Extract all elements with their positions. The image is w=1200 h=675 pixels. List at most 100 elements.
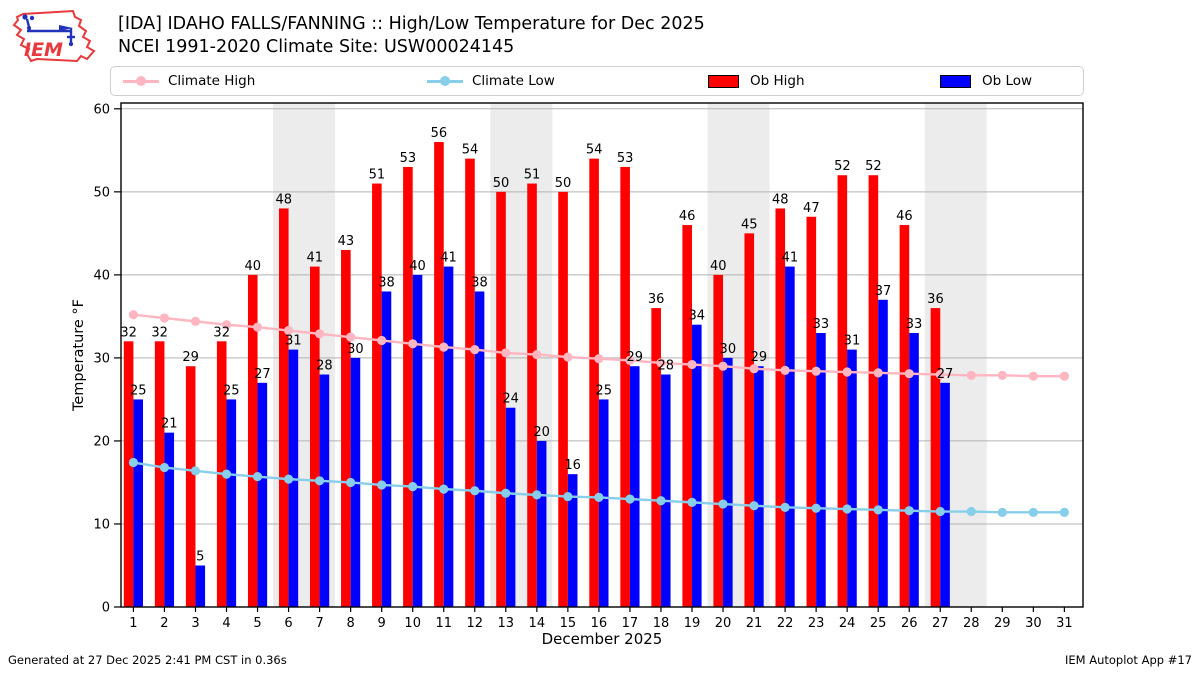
bar-ob-high <box>651 308 661 607</box>
ob-low-swatch-icon <box>937 75 973 88</box>
bar-label-ob-high: 51 <box>524 168 541 183</box>
bar-label-ob-low: 30 <box>720 342 737 357</box>
marker-climate-high <box>966 370 976 380</box>
marker-climate-high <box>1059 371 1069 381</box>
bar-label-ob-low: 16 <box>564 458 581 473</box>
bar-ob-high <box>837 175 848 607</box>
x-tick-label: 16 <box>591 616 608 631</box>
x-tick-label: 24 <box>839 616 856 631</box>
marker-climate-low <box>221 469 232 479</box>
bar-ob-high <box>434 142 444 607</box>
y-tick-label: 10 <box>93 517 110 532</box>
bar-ob-high <box>278 208 289 607</box>
x-tick-label: 19 <box>684 616 701 631</box>
x-tick-label: 6 <box>284 616 292 631</box>
bar-ob-low <box>754 366 764 607</box>
bar-label-ob-high: 54 <box>586 143 603 158</box>
x-tick-label: 22 <box>777 616 794 631</box>
bar-ob-high <box>620 166 630 608</box>
y-tick-label: 0 <box>102 601 110 616</box>
bar-ob-low <box>505 407 516 607</box>
bar-ob-low <box>164 432 175 607</box>
bar-ob-low <box>567 474 578 607</box>
bar-label-ob-low: 20 <box>533 425 550 440</box>
chart-legend: Climate High Climate Low Ob High Ob Low <box>110 66 1084 96</box>
marker-climate-high <box>439 342 449 352</box>
bar-label-ob-high: 52 <box>865 159 882 174</box>
legend-label: Climate High <box>168 73 256 89</box>
marker-climate-high <box>501 348 511 358</box>
chart-subtitle: NCEI 1991-2020 Climate Site: USW00024145 <box>118 37 515 57</box>
bar-ob-low <box>691 324 702 607</box>
marker-climate-low <box>377 480 387 490</box>
marker-climate-high <box>718 361 728 371</box>
x-tick-label: 10 <box>404 616 421 631</box>
marker-climate-high <box>997 370 1007 380</box>
marker-climate-low <box>904 506 914 516</box>
bar-ob-high <box>465 158 475 607</box>
marker-climate-high <box>842 367 852 377</box>
marker-climate-high <box>687 359 697 370</box>
generated-timestamp: Generated at 27 Dec 2025 2:41 PM CST in … <box>8 653 287 667</box>
marker-climate-high <box>780 365 790 375</box>
marker-climate-high <box>190 316 201 326</box>
bar-ob-low <box>785 266 795 607</box>
marker-climate-high <box>904 369 914 379</box>
bar-ob-high <box>403 166 413 608</box>
x-tick-label: 27 <box>932 616 949 631</box>
bar-ob-high <box>123 341 134 607</box>
bar-ob-low <box>226 399 237 607</box>
bar-label-ob-low: 31 <box>285 334 302 349</box>
x-tick-label: 8 <box>346 616 354 631</box>
bar-label-ob-low: 31 <box>844 334 861 349</box>
bar-ob-high <box>496 191 506 607</box>
bar-ob-low <box>319 374 330 607</box>
marker-climate-high <box>532 349 542 360</box>
bar-ob-low <box>257 382 268 607</box>
bar-ob-high <box>247 274 258 607</box>
bar-ob-low <box>412 274 423 607</box>
x-tick-label: 26 <box>901 616 918 631</box>
weather-station-icon <box>22 14 75 47</box>
marker-climate-high <box>873 368 883 378</box>
bar-ob-low <box>629 366 640 607</box>
bar-ob-high <box>744 233 755 608</box>
bar-label-ob-low: 41 <box>440 251 457 266</box>
bar-label-ob-high: 54 <box>462 143 479 158</box>
x-tick-label: 9 <box>378 616 386 631</box>
marker-climate-high <box>315 329 325 339</box>
bar-label-ob-high: 52 <box>834 159 851 174</box>
x-axis-label: December 2025 <box>541 630 663 648</box>
y-axis-label: Temperature °F <box>71 298 87 412</box>
bar-label-ob-low: 5 <box>196 549 204 564</box>
marker-climate-high <box>408 339 418 349</box>
bar-label-ob-high: 50 <box>493 176 510 191</box>
x-tick-label: 25 <box>870 616 887 631</box>
bar-ob-low <box>909 332 919 607</box>
marker-climate-low <box>532 490 542 500</box>
x-tick-label: 13 <box>498 616 515 631</box>
bar-ob-low <box>381 291 392 607</box>
x-tick-label: 20 <box>715 616 732 631</box>
bar-ob-high <box>154 341 165 607</box>
bar-ob-low <box>723 357 733 607</box>
marker-climate-low <box>501 488 511 498</box>
marker-climate-low <box>780 502 790 512</box>
marker-climate-high <box>159 313 170 323</box>
bar-label-ob-high: 36 <box>648 292 665 307</box>
bar-label-ob-high: 29 <box>182 350 199 365</box>
bar-label-ob-low: 28 <box>316 359 333 374</box>
bar-label-ob-high: 40 <box>244 259 261 274</box>
marker-climate-high <box>811 366 821 376</box>
climate-high-marker-icon <box>123 75 159 87</box>
bar-ob-high <box>527 183 537 608</box>
plot-border <box>120 102 1084 608</box>
legend-item-climate-high: Climate High <box>123 67 255 95</box>
x-tick-label: 18 <box>653 616 670 631</box>
bar-label-ob-low: 38 <box>378 275 395 290</box>
marker-climate-low <box>873 505 883 515</box>
bar-label-ob-low: 34 <box>689 309 706 324</box>
x-tick-label: 31 <box>1056 616 1073 631</box>
bar-ob-high <box>806 216 817 608</box>
marker-climate-high <box>935 369 945 380</box>
